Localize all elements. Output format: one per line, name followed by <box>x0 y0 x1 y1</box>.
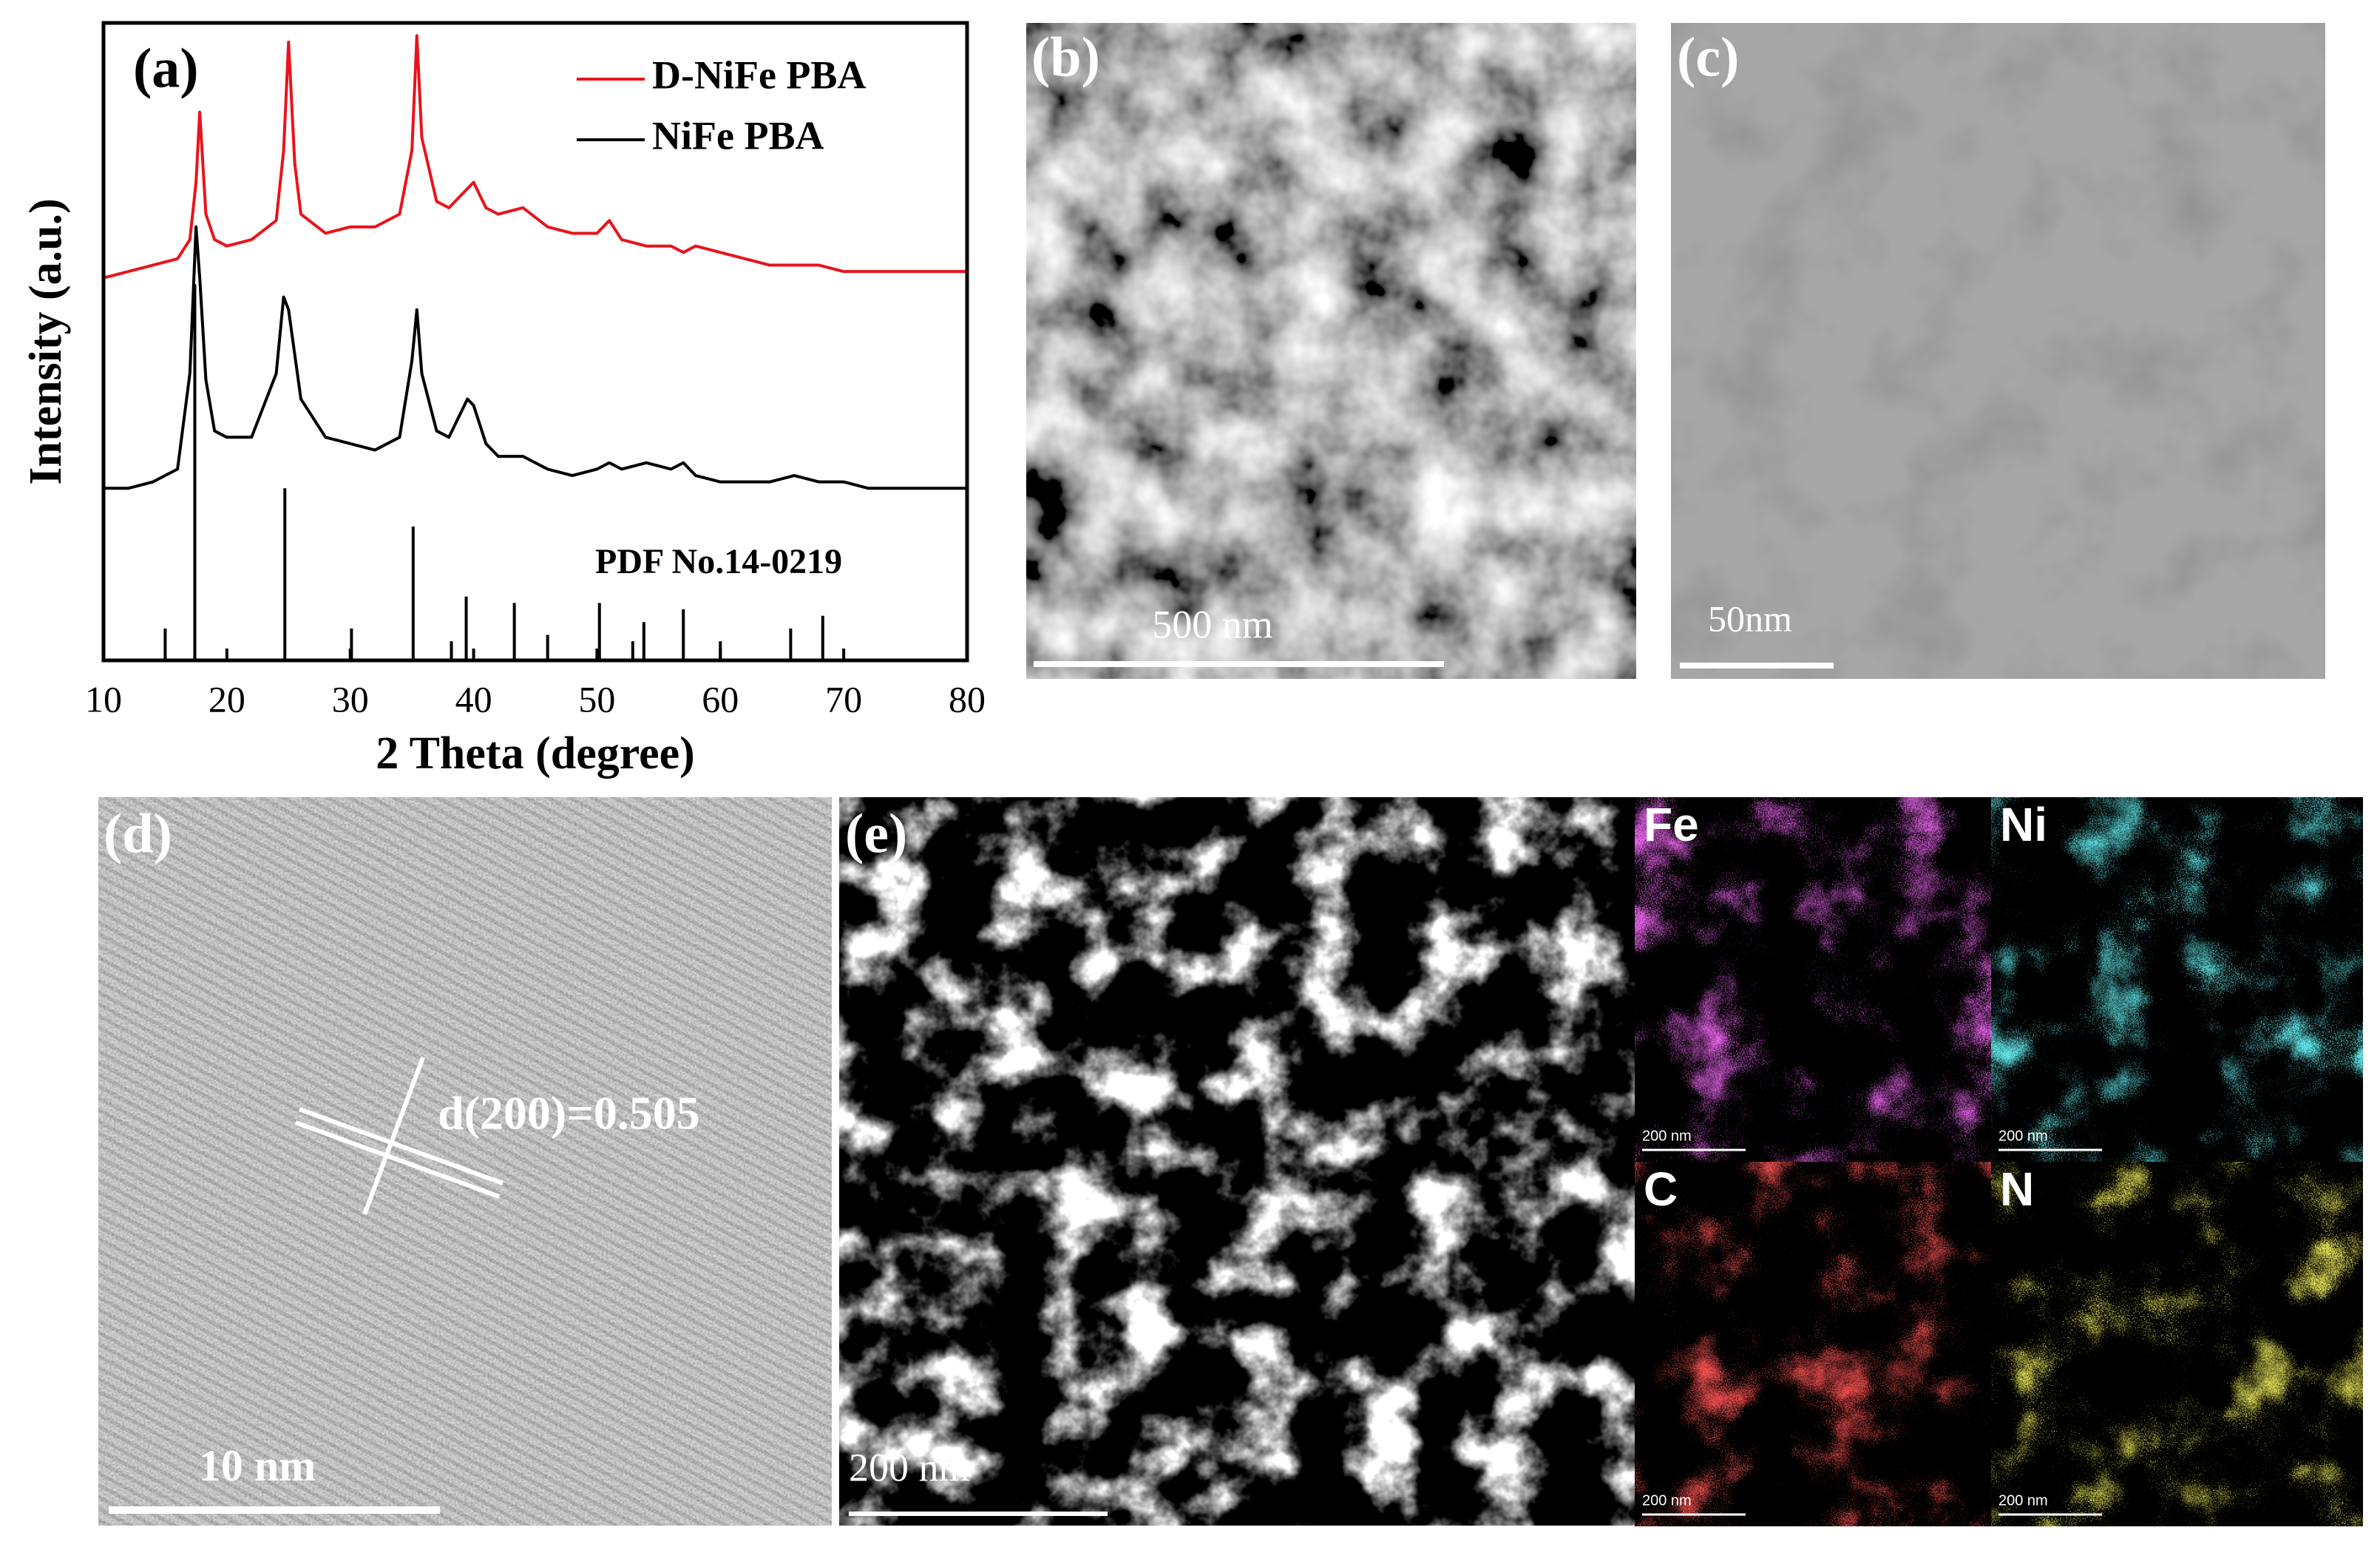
element-label: Fe <box>1644 798 1699 851</box>
x-tick-label: 10 <box>85 678 122 720</box>
fringe-marker <box>298 1107 504 1185</box>
x-axis-title: 2 Theta (degree) <box>376 728 695 779</box>
xrd-chart: (a) 2 Theta (degree) Intensity (a.u.) PD… <box>21 21 986 779</box>
x-tick-label: 60 <box>702 678 739 720</box>
x-tick-label: 20 <box>208 678 245 720</box>
fringe-marker <box>294 1120 501 1199</box>
lattice-fringes <box>98 797 832 1526</box>
scale-bar-label: 200 nm <box>1642 1492 1692 1509</box>
element-label: Ni <box>2000 798 2047 851</box>
haadf-image <box>839 797 1635 1526</box>
x-tick-label: 50 <box>578 678 615 720</box>
element-label: C <box>1644 1162 1678 1216</box>
element-map <box>1635 797 1991 1162</box>
panel-label: (c) <box>1677 26 1739 88</box>
x-tick-label: 80 <box>949 678 986 720</box>
legend-label: D-NiFe PBA <box>652 53 866 97</box>
panel-label: (a) <box>133 37 199 99</box>
panel-label: (e) <box>845 802 907 864</box>
x-tick-label: 40 <box>455 678 492 720</box>
x-tick-label: 30 <box>332 678 369 720</box>
tem-image <box>1671 23 2325 679</box>
scale-bar-label: 200 nm <box>1642 1128 1692 1144</box>
element-label: N <box>2000 1162 2034 1216</box>
scale-bar-label: 200 nm <box>849 1445 970 1489</box>
scale-bar-label: 500 nm <box>1152 602 1273 646</box>
annotation: d(200)=0.505 <box>438 1087 700 1140</box>
sem-image <box>1026 23 1636 679</box>
y-axis-title: Intensity (a.u.) <box>21 198 71 485</box>
element-map <box>1991 1162 2363 1526</box>
legend-label: NiFe PBA <box>652 113 824 158</box>
reference-label: PDF No.14-0219 <box>595 542 842 581</box>
scale-bar-label: 200 nm <box>1998 1128 2048 1144</box>
element-map <box>1991 797 2363 1162</box>
element-maps: Fe 200 nm Ni 200 nm C 200 nm N 200 nm <box>1635 797 2363 1526</box>
scale-bar-label: 10 nm <box>199 1441 316 1490</box>
scale-bar-label: 50nm <box>1708 598 1792 639</box>
scale-bar-label: 200 nm <box>1998 1492 2048 1509</box>
xrd-line <box>104 225 967 490</box>
xrd-line <box>103 34 967 280</box>
panel-label: (d) <box>104 802 172 864</box>
panel-label: (b) <box>1031 26 1100 88</box>
element-map <box>1635 1162 1991 1526</box>
x-tick-label: 70 <box>825 678 862 720</box>
fringe-marker <box>362 1056 425 1216</box>
plot-frame <box>101 21 969 663</box>
